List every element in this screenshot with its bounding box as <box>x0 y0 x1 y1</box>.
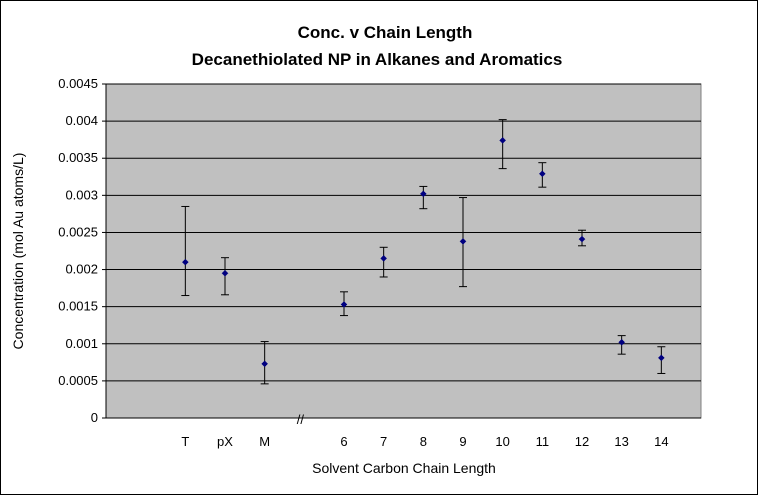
x-tick-label: 12 <box>575 434 589 449</box>
y-tick-label: 0.0015 <box>58 299 98 314</box>
gridlines <box>106 83 701 382</box>
y-tick-label: 0.0005 <box>58 373 98 388</box>
axes <box>102 83 701 419</box>
data-point <box>380 255 388 262</box>
data-point <box>261 360 269 368</box>
y-tick-label: 0.0035 <box>58 150 98 165</box>
y-axis-title: Concentration (mol Au atoms/L) <box>10 153 26 350</box>
x-tick-label: 10 <box>495 434 509 449</box>
y-tick-label: 0.004 <box>65 113 98 128</box>
y-tick-label: 0.0045 <box>58 76 98 91</box>
x-tick-label: pX <box>217 434 233 449</box>
x-tick-label: M <box>259 434 270 449</box>
x-tick-label: 7 <box>380 434 387 449</box>
data-points <box>181 137 665 368</box>
x-tick-label: T <box>181 434 189 449</box>
plot-area <box>105 83 702 419</box>
x-tick-label: 8 <box>420 434 427 449</box>
x-tick-label: 14 <box>654 434 668 449</box>
data-point <box>657 354 665 362</box>
x-axis-title: Solvent Carbon Chain Length <box>312 460 496 476</box>
data-point <box>221 269 229 277</box>
x-tick-label: 9 <box>459 434 466 449</box>
x-tick-label: 13 <box>614 434 628 449</box>
y-tick-label: 0.0025 <box>58 224 98 239</box>
y-tick-label: 0 <box>91 410 98 425</box>
data-point <box>181 258 189 266</box>
y-tick-label: 0.002 <box>65 262 98 277</box>
x-tick-label: 11 <box>536 434 550 449</box>
data-point <box>459 237 467 245</box>
data-point <box>538 170 546 178</box>
chart-title: Conc. v Chain Length <box>298 23 473 42</box>
data-point <box>499 137 507 144</box>
y-tick-label: 0.001 <box>65 336 98 351</box>
data-point <box>340 301 348 308</box>
y-tick-label: 0.003 <box>65 187 98 202</box>
data-point <box>419 190 427 198</box>
data-point <box>578 235 586 243</box>
x-tick-label: 6 <box>340 434 347 449</box>
data-point <box>618 338 626 346</box>
axis-break-label: // <box>297 412 305 427</box>
chart-subtitle: Decanethiolated NP in Alkanes and Aromat… <box>192 50 563 69</box>
y-tick-labels: 0 0.0005 0.001 0.0015 0.002 0.0025 0.003 0.0035… <box>58 76 98 425</box>
